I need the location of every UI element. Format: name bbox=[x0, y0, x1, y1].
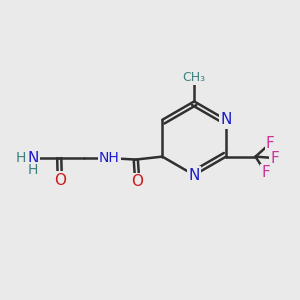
Text: H: H bbox=[15, 151, 26, 165]
Text: F: F bbox=[266, 136, 274, 151]
Text: N: N bbox=[220, 112, 232, 127]
Text: N: N bbox=[27, 151, 38, 166]
Text: F: F bbox=[270, 151, 279, 166]
Text: CH₃: CH₃ bbox=[183, 71, 206, 84]
Text: NH: NH bbox=[99, 151, 120, 165]
Text: O: O bbox=[131, 174, 143, 189]
Text: N: N bbox=[188, 167, 200, 182]
Text: H: H bbox=[28, 164, 38, 178]
Text: O: O bbox=[54, 173, 66, 188]
Text: F: F bbox=[261, 165, 270, 180]
